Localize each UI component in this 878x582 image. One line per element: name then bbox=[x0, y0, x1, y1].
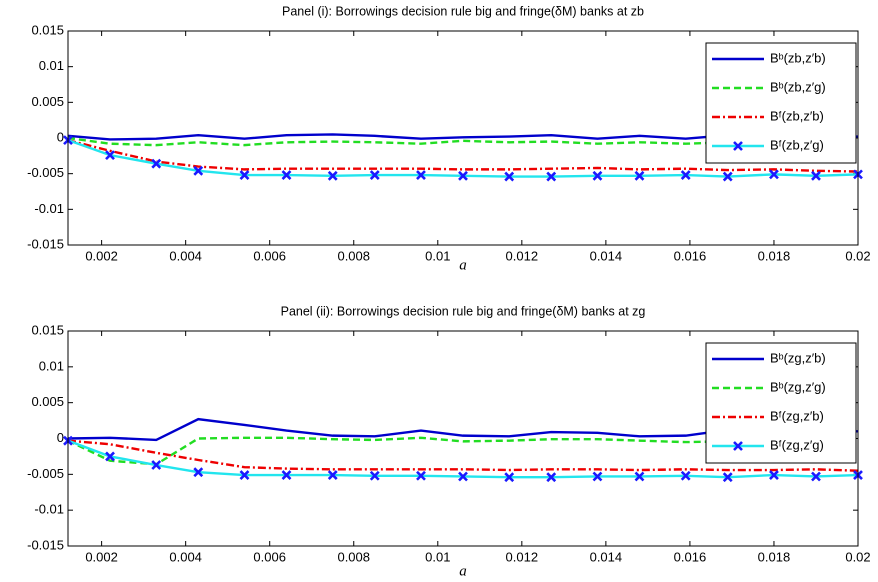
legend: Bᵇ(zb,z′b) Bᵇ(zb,z′g) Bᶠ(zb,z′b) Bᶠ(zb,z′g) bbox=[705, 42, 857, 164]
panel: Panel (i): Borrowings decision rule big … bbox=[27, 4, 871, 273]
data-marker bbox=[281, 470, 292, 480]
legend-box bbox=[705, 42, 857, 164]
x-tick-label: 0.004 bbox=[169, 549, 202, 564]
legend-label: Bᵇ(zg,z′g) bbox=[770, 379, 826, 394]
data-marker bbox=[592, 170, 603, 181]
y-tick-label: -0.01 bbox=[34, 201, 64, 216]
data-marker bbox=[811, 471, 821, 482]
data-marker bbox=[239, 170, 250, 181]
y-tick-label: 0.01 bbox=[39, 358, 64, 373]
y-tick-label: 0 bbox=[57, 129, 64, 144]
x-tick-label: 0.004 bbox=[169, 248, 202, 263]
legend-label: Bᵇ(zg,z′b) bbox=[770, 350, 826, 365]
panel: Panel (ii): Borrowings decision rule big… bbox=[27, 304, 871, 579]
x-tick-label: 0.002 bbox=[85, 549, 118, 564]
y-tick-label: -0.005 bbox=[27, 165, 64, 180]
legend-label: Bᵇ(zb,z′b) bbox=[770, 50, 826, 65]
data-marker bbox=[281, 170, 292, 181]
data-marker bbox=[634, 170, 645, 181]
data-line bbox=[67, 138, 859, 173]
data-marker bbox=[680, 170, 691, 181]
x-tick-label: 0.012 bbox=[506, 248, 539, 263]
data-marker bbox=[151, 158, 162, 169]
x-tick-label: 0.018 bbox=[758, 248, 791, 263]
data-marker bbox=[327, 470, 338, 480]
data-marker bbox=[811, 170, 821, 181]
x-tick-label: 0.018 bbox=[758, 549, 791, 564]
data-line bbox=[67, 439, 859, 472]
data-marker bbox=[327, 170, 338, 181]
chart-title: Panel (i): Borrowings decision rule big … bbox=[282, 4, 644, 18]
data-marker bbox=[151, 460, 162, 470]
y-tick-label: 0.005 bbox=[31, 94, 64, 109]
data-marker bbox=[105, 451, 115, 462]
x-tick-label: 0.01 bbox=[425, 549, 450, 564]
legend-label: Bᶠ(zg,z′g) bbox=[770, 437, 824, 452]
legend-marker bbox=[733, 441, 743, 451]
x-tick-label: 0.016 bbox=[674, 549, 707, 564]
x-tick-label: 0.002 bbox=[85, 248, 118, 263]
legend-box bbox=[705, 342, 857, 464]
data-marker bbox=[546, 171, 557, 182]
data-marker bbox=[105, 150, 115, 161]
x-axis-label: a bbox=[459, 563, 467, 579]
legend-label: Bᶠ(zg,z′b) bbox=[770, 408, 824, 423]
data-marker bbox=[369, 470, 380, 481]
legend-marker bbox=[733, 141, 743, 151]
x-tick-label: 0.014 bbox=[590, 248, 623, 263]
data-marker bbox=[680, 470, 691, 481]
data-marker bbox=[722, 472, 733, 483]
legend-label: Bᵇ(zb,z′g) bbox=[770, 79, 826, 94]
x-tick-label: 0.012 bbox=[506, 549, 539, 564]
y-tick-label: -0.01 bbox=[34, 502, 64, 517]
plot-frame bbox=[67, 330, 859, 547]
data-marker bbox=[722, 171, 733, 182]
data-marker bbox=[193, 165, 204, 176]
y-tick-label: -0.005 bbox=[27, 466, 64, 481]
data-marker bbox=[193, 467, 204, 478]
data-marker bbox=[369, 170, 380, 181]
y-tick-label: -0.015 bbox=[27, 236, 64, 251]
y-tick-label: 0 bbox=[57, 430, 64, 445]
data-marker bbox=[504, 472, 515, 483]
y-tick-label: -0.015 bbox=[27, 537, 64, 552]
data-marker bbox=[458, 471, 468, 482]
data-marker bbox=[416, 170, 426, 181]
data-marker bbox=[769, 169, 779, 180]
legend: Bᵇ(zg,z′b) Bᵇ(zg,z′g) Bᶠ(zg,z′b) Bᶠ(zg,z′g) bbox=[705, 342, 857, 464]
y-tick-label: 0.015 bbox=[31, 22, 64, 37]
x-tick-label: 0.006 bbox=[253, 248, 286, 263]
x-tick-label: 0.006 bbox=[253, 549, 286, 564]
x-axis-label: a bbox=[459, 257, 467, 273]
x-tick-label: 0.014 bbox=[590, 549, 623, 564]
y-tick-label: 0.01 bbox=[39, 58, 64, 73]
x-tick-label: 0.008 bbox=[337, 248, 370, 263]
x-tick-label: 0.016 bbox=[674, 248, 707, 263]
legend-label: Bᶠ(zb,z′g) bbox=[770, 137, 824, 152]
x-tick-label: 0.008 bbox=[337, 549, 370, 564]
data-marker bbox=[239, 470, 250, 480]
data-marker bbox=[416, 470, 426, 481]
data-marker bbox=[634, 471, 645, 482]
data-marker bbox=[458, 170, 468, 181]
legend-label: Bᶠ(zb,z′b) bbox=[770, 108, 824, 123]
chart-title: Panel (ii): Borrowings decision rule big… bbox=[281, 304, 646, 318]
data-marker bbox=[769, 470, 779, 480]
y-tick-label: 0.005 bbox=[31, 394, 64, 409]
x-tick-label: 0.01 bbox=[425, 248, 450, 263]
data-marker bbox=[592, 471, 603, 482]
plot-frame bbox=[67, 30, 859, 246]
data-marker bbox=[546, 472, 557, 483]
y-tick-label: 0.015 bbox=[31, 322, 64, 337]
data-marker bbox=[504, 171, 515, 182]
x-tick-label: 0.02 bbox=[845, 549, 870, 564]
x-tick-label: 0.02 bbox=[845, 248, 870, 263]
